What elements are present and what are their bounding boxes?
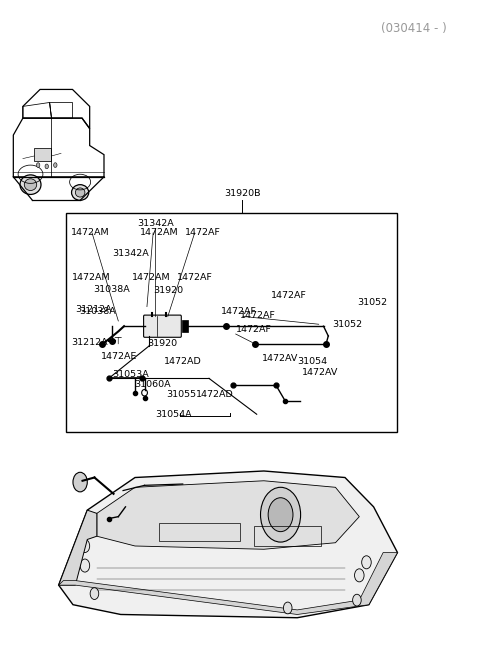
- Text: 1472AF: 1472AF: [271, 291, 307, 300]
- Circle shape: [80, 540, 90, 553]
- Bar: [66, 214, 397, 432]
- Text: 1472AM: 1472AM: [71, 229, 109, 237]
- Text: 31920B: 31920B: [224, 189, 261, 198]
- Text: 31212A: 31212A: [71, 338, 108, 347]
- Ellipse shape: [72, 185, 89, 200]
- Text: 1472AF: 1472AF: [240, 310, 276, 320]
- Text: 1472AM: 1472AM: [132, 273, 170, 282]
- Circle shape: [80, 559, 90, 572]
- Polygon shape: [59, 553, 397, 614]
- Circle shape: [362, 556, 371, 569]
- FancyBboxPatch shape: [144, 315, 181, 337]
- Text: (030414 - ): (030414 - ): [381, 22, 447, 35]
- Ellipse shape: [75, 188, 85, 197]
- Text: ⊤: ⊤: [114, 335, 122, 346]
- Text: 31055: 31055: [166, 390, 196, 399]
- Circle shape: [45, 164, 48, 169]
- Text: 1472AD: 1472AD: [164, 357, 202, 366]
- Text: 1472AM: 1472AM: [140, 229, 179, 237]
- Text: 31053A: 31053A: [112, 370, 149, 379]
- Polygon shape: [97, 481, 360, 550]
- Circle shape: [54, 162, 57, 168]
- Text: 1472AV: 1472AV: [262, 354, 298, 363]
- Bar: [34, 148, 51, 161]
- Ellipse shape: [20, 175, 41, 195]
- Text: 1472AD: 1472AD: [196, 390, 234, 399]
- Circle shape: [261, 487, 300, 542]
- Ellipse shape: [24, 179, 36, 191]
- Text: 31060A: 31060A: [134, 381, 171, 389]
- Text: 1472AV: 1472AV: [302, 368, 338, 377]
- Text: 1472AM: 1472AM: [72, 273, 111, 282]
- Text: 31038A: 31038A: [94, 285, 130, 294]
- Text: 31038A: 31038A: [79, 307, 116, 316]
- Circle shape: [36, 162, 40, 168]
- Text: 31212A: 31212A: [75, 305, 112, 314]
- Text: 1472AF: 1472AF: [177, 273, 213, 282]
- Text: 31054A: 31054A: [155, 410, 192, 419]
- Text: 31342A: 31342A: [112, 249, 149, 257]
- Circle shape: [90, 588, 99, 599]
- Text: 1472AE: 1472AE: [101, 352, 137, 362]
- Circle shape: [353, 594, 361, 606]
- Polygon shape: [59, 510, 97, 585]
- Text: 31920: 31920: [153, 286, 183, 295]
- Circle shape: [355, 569, 364, 582]
- Text: 1472AF: 1472AF: [236, 325, 272, 334]
- Text: 31920: 31920: [147, 339, 178, 348]
- Text: 1472AF: 1472AF: [221, 307, 257, 316]
- Text: 31052: 31052: [357, 298, 387, 307]
- Text: 1472AF: 1472AF: [185, 229, 221, 237]
- Circle shape: [268, 498, 293, 532]
- Bar: [182, 320, 188, 332]
- Text: 31052: 31052: [332, 320, 362, 329]
- Circle shape: [283, 602, 292, 614]
- Circle shape: [73, 472, 87, 492]
- Polygon shape: [59, 471, 397, 618]
- Text: 31054: 31054: [297, 357, 327, 366]
- Text: 31342A: 31342A: [137, 219, 174, 228]
